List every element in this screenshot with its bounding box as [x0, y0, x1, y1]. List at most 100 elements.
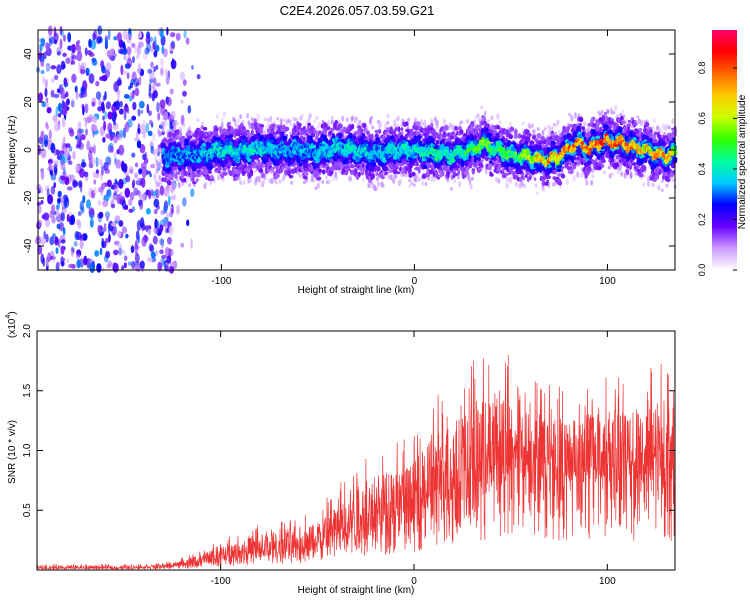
halo-blob	[173, 182, 177, 190]
halo-blob	[157, 146, 160, 153]
noise-blob	[126, 58, 133, 68]
noise-blob	[93, 186, 97, 195]
noise-blob	[73, 180, 79, 187]
halo-blob	[453, 178, 457, 184]
noise-blob	[72, 151, 76, 160]
noise-blob	[58, 113, 62, 118]
halo-blob	[521, 121, 525, 126]
noise-blob	[169, 32, 176, 38]
noise-blob	[144, 47, 150, 55]
halo-blob	[487, 119, 490, 123]
noise-blob	[60, 239, 66, 244]
noise-blob	[123, 262, 128, 269]
noise-blob	[135, 82, 139, 87]
noise-blob	[95, 91, 102, 100]
noise-blob	[145, 170, 152, 175]
ridge-blob	[356, 176, 359, 180]
noise-blob	[80, 134, 86, 141]
halo-blob	[531, 123, 534, 129]
noise-blob	[60, 245, 65, 255]
noise-blob	[52, 254, 56, 264]
noise-blob	[102, 95, 106, 102]
noise-blob	[86, 199, 91, 209]
noise-blob	[40, 56, 45, 62]
halo-blob	[621, 109, 625, 114]
halo-blob	[573, 112, 577, 119]
noise-blob	[154, 44, 160, 53]
halo-blob	[412, 183, 416, 187]
ridge-blob	[187, 130, 192, 134]
noise-blob	[79, 200, 84, 212]
halo-blob	[330, 115, 334, 121]
noise-blob	[133, 187, 139, 196]
halo-blob	[547, 124, 551, 129]
halo-blob	[381, 183, 385, 188]
ridge-blob	[446, 173, 450, 178]
noise-blob	[115, 100, 120, 111]
noise-blob	[106, 179, 112, 188]
noise-blob	[157, 112, 161, 121]
noise-blob	[116, 242, 123, 248]
ridge-blob	[519, 178, 522, 183]
noise-blob	[124, 255, 128, 262]
noise-blob	[107, 160, 112, 166]
noise-blob	[80, 161, 87, 168]
noise-blob	[148, 189, 152, 200]
noise-blob	[83, 255, 88, 266]
halo-blob	[269, 115, 273, 123]
noise-blob	[41, 138, 44, 149]
ridge-blob	[316, 176, 322, 181]
ridge-blob	[260, 126, 264, 131]
ridge-blob	[460, 131, 464, 135]
noise-blob	[168, 195, 171, 207]
noise-blob	[76, 51, 83, 62]
noise-blob	[99, 247, 103, 256]
halo-blob	[355, 116, 358, 121]
noise-blob	[148, 110, 152, 116]
noise-blob	[60, 196, 65, 204]
noise-blob	[55, 204, 59, 210]
ridge-blob	[471, 169, 475, 175]
halo-blob	[196, 118, 200, 123]
noise-blob	[57, 197, 61, 204]
noise-blob	[180, 71, 185, 82]
noise-blob	[182, 197, 187, 207]
noise-blob	[160, 58, 164, 68]
noise-blob	[82, 235, 87, 241]
noise-blob	[131, 91, 135, 100]
noise-blob	[40, 199, 44, 205]
noise-blob	[88, 207, 95, 216]
ridge-blob	[334, 120, 338, 125]
noise-blob	[118, 247, 122, 256]
noise-blob	[49, 236, 55, 246]
noise-blob	[130, 78, 135, 86]
noise-blob	[91, 59, 98, 66]
noise-blob	[91, 101, 96, 107]
noise-blob	[71, 264, 76, 269]
noise-blob	[156, 101, 160, 113]
noise-blob	[149, 46, 154, 53]
noise-blob	[129, 168, 134, 174]
halo-blob	[188, 183, 192, 188]
ridge-blob	[294, 168, 298, 174]
ridge-blob	[375, 172, 379, 176]
noise-blob	[112, 182, 117, 190]
noise-blob	[129, 191, 135, 201]
halo-blob	[534, 183, 538, 188]
noise-blob	[124, 187, 131, 198]
noise-blob	[71, 247, 75, 254]
noise-blob	[111, 204, 116, 208]
ridge-blob	[321, 169, 326, 175]
halo-blob	[556, 119, 560, 125]
noise-blob	[115, 159, 122, 169]
ridge-blob	[326, 126, 331, 131]
noise-blob	[141, 236, 147, 247]
noise-blob	[67, 32, 72, 43]
halo-blob	[313, 119, 317, 124]
ridge-blob	[330, 127, 335, 132]
noise-blob	[79, 238, 84, 250]
noise-blob	[77, 220, 82, 229]
noise-blob	[121, 265, 124, 271]
ridge-blob	[249, 169, 254, 175]
noise-blob	[150, 251, 156, 259]
